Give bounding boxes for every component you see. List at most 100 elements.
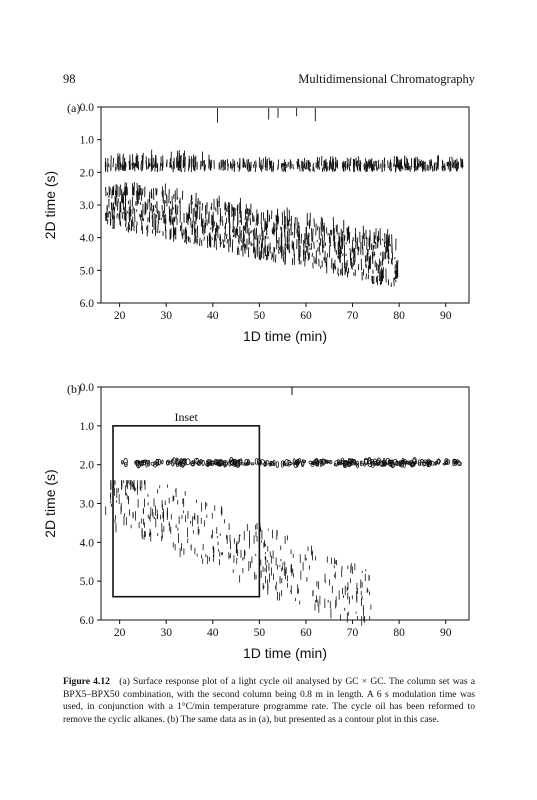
peak [413,164,416,172]
peak [451,156,454,168]
contour-spot [352,459,357,464]
peak [381,159,383,170]
peak [332,166,335,170]
peak [346,163,349,170]
contour-spot [420,459,424,463]
contour-spot [395,461,400,466]
peak [277,164,279,171]
contour-spot [231,458,235,465]
y-tick-label: 0.0 [80,102,95,114]
contour-spot [282,460,286,466]
peak [327,166,329,171]
caption-text: (a) Surface response plot of a light cyc… [63,676,475,725]
y-tick-label: 5.0 [80,576,95,588]
peak [384,164,386,171]
peak [335,157,337,168]
contour-spot [246,460,251,466]
peak [296,161,299,169]
panel-b-label: (b) [67,382,81,396]
peak [253,161,256,167]
figure-caption: Figure 4.12 (a) Surface response plot of… [63,676,475,726]
contour-spot [297,458,301,464]
peak [112,157,115,168]
y-tick-label: 6.0 [80,615,95,627]
x-tick-label: 40 [207,310,219,322]
peak [242,158,244,168]
peak [204,164,207,171]
contour-spot [287,462,293,465]
contour-plot: 20 30 40 50 60 70 80 90 0.0 1.0 2.0 3.0 4.0 5.0 6.0 1D … [42,382,470,661]
contour-spot [222,460,228,467]
peak [329,163,331,169]
contour-spot [316,459,320,465]
contour-spot [410,461,415,467]
peak [122,153,124,171]
y-tick-label: 2.0 [80,167,95,179]
contour-spot [391,459,394,468]
surface-plot: 20 30 40 50 60 70 80 90 0.0 1.0 2.0 3.0 4.0 5.0 6.0 1D … [42,102,470,344]
peak [321,167,324,173]
peak [145,164,148,169]
y-tick-label: 4.0 [80,537,95,549]
contour-spot [275,461,280,468]
contour-spot [400,459,404,463]
x-tick-label: 20 [114,310,126,322]
peak [283,163,285,172]
peak [184,156,186,173]
x-tick-label: 90 [440,627,452,639]
peak [348,159,350,170]
peak [183,150,186,167]
y-tick-label: 6.0 [80,298,95,310]
contour-spot [150,461,156,466]
peak [170,164,173,170]
x-tick-label: 30 [160,310,172,322]
contour-spot [387,459,391,465]
peak [309,162,311,167]
x-tick-label: 80 [393,627,405,639]
peak [331,156,334,167]
peak [153,157,155,167]
contour-spot [280,460,285,468]
contour-spot [286,459,292,467]
contour-spot [154,462,160,466]
contour-spot [265,460,270,465]
peak [454,159,457,168]
contour-spot [379,461,384,467]
running-title: Multidimensional Chromatography [298,72,475,86]
peak [165,160,168,168]
contour-spot [269,460,273,465]
y-tick-label: 1.0 [80,421,95,433]
contour-spot [339,459,342,466]
contour-spot [310,462,315,467]
contour-spot [326,460,331,464]
contour-spot [407,461,413,466]
contour-spot [301,459,307,464]
panel-a-label: (a) [67,101,81,115]
contour-spot [244,462,248,466]
page-number: 98 [63,72,76,86]
contour-spots [105,457,462,626]
x-tick-label: 50 [254,310,266,322]
contour-spot [402,460,406,468]
peak [180,154,182,172]
contour-spot [181,460,185,468]
contour-spot [319,459,323,468]
peak [421,160,424,172]
peak [262,158,264,170]
peak [328,166,331,171]
contour-spot [359,460,363,467]
contour-spot [141,460,146,466]
peak [281,162,284,167]
peak [370,162,373,172]
contour-spot [140,460,145,464]
inset-box [112,425,261,598]
contour-spot [325,460,329,464]
peak [129,154,131,170]
contour-spot [329,459,333,465]
peak [437,159,439,170]
y-axis-label: 2D time (s) [42,171,58,239]
x-tick-label: 90 [440,310,452,322]
peak [125,164,127,169]
contour-spot [263,462,266,467]
contour-spot [157,458,161,466]
